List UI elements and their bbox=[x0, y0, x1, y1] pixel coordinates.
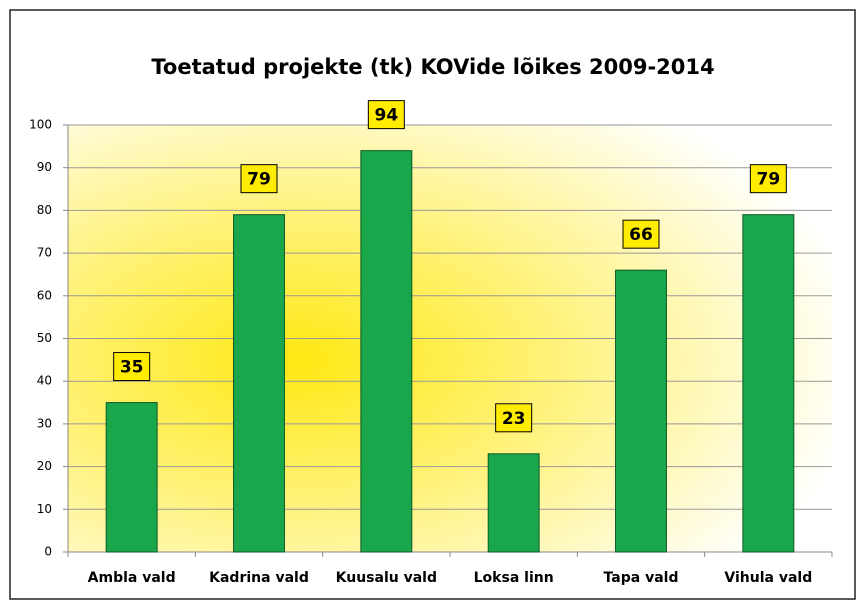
y-tick-label: 90 bbox=[37, 160, 52, 174]
y-tick-label: 40 bbox=[37, 374, 52, 388]
data-label-box bbox=[367, 100, 405, 130]
data-label: 94 bbox=[374, 106, 398, 126]
data-label: 23 bbox=[502, 409, 526, 429]
x-tick-label: Loksa linn bbox=[474, 570, 554, 586]
y-tick-label: 10 bbox=[37, 502, 52, 516]
bar bbox=[233, 214, 285, 553]
y-tick-label: 100 bbox=[29, 118, 52, 132]
x-tick-label: Tapa vald bbox=[604, 570, 679, 586]
y-tick-label: 20 bbox=[37, 459, 52, 473]
data-label: 35 bbox=[120, 358, 144, 378]
data-label: 79 bbox=[247, 170, 271, 190]
y-tick-label: 60 bbox=[37, 288, 52, 302]
y-tick-label: 50 bbox=[37, 331, 52, 345]
x-tick-label: Kadrina vald bbox=[209, 570, 309, 586]
x-tick-label: Ambla vald bbox=[88, 570, 176, 586]
bar bbox=[105, 402, 158, 553]
data-label-box bbox=[495, 403, 533, 433]
data-label: 79 bbox=[756, 170, 780, 190]
bar bbox=[615, 269, 667, 553]
bar bbox=[360, 150, 413, 553]
y-tick-label: 0 bbox=[44, 545, 52, 559]
y-tick-label: 80 bbox=[37, 203, 52, 217]
bar bbox=[742, 214, 795, 553]
data-label-box bbox=[749, 164, 787, 194]
x-tick-label: Kuusalu vald bbox=[336, 570, 437, 586]
data-label: 66 bbox=[629, 225, 653, 245]
data-label-box bbox=[113, 352, 151, 382]
data-label-box bbox=[240, 164, 278, 194]
x-tick-label: Vihula vald bbox=[724, 570, 812, 586]
y-tick-label: 30 bbox=[37, 416, 52, 430]
bar bbox=[487, 453, 540, 553]
y-tick-label: 70 bbox=[37, 246, 52, 260]
chart-title: Toetatud projekte (tk) KOVide lõikes 200… bbox=[151, 55, 714, 79]
data-label-box bbox=[622, 219, 660, 249]
